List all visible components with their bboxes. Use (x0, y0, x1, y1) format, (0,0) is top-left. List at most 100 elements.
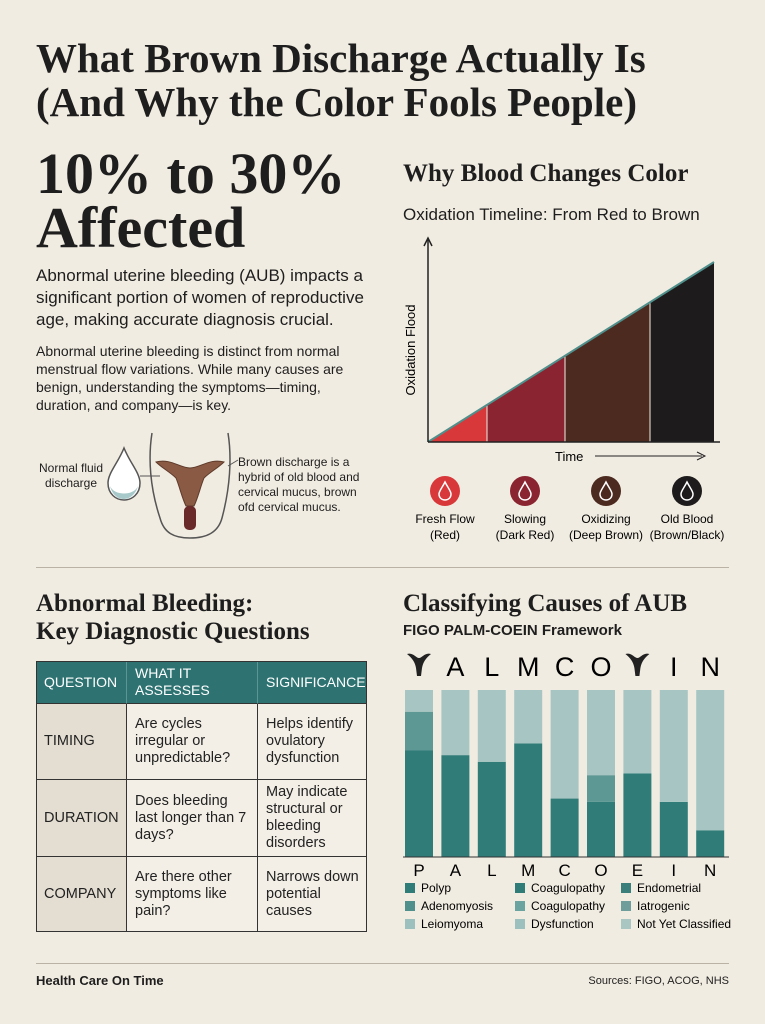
top-letter: C (555, 652, 575, 682)
x-tick-label: N (704, 861, 716, 880)
stage-note: (Deep Brown) (569, 528, 643, 542)
section-title: Key Diagnostic Questions (36, 618, 310, 645)
stage-icon (591, 476, 621, 506)
uterus-icon (625, 653, 650, 676)
legend-label: Leiomyoma (421, 917, 483, 931)
bar-segment (659, 690, 688, 802)
legend-swatch (405, 883, 415, 893)
divider (36, 567, 729, 568)
table-cell: Does bleeding last longer than 7 days? (127, 780, 258, 857)
legend-label: Not Yet Classified (637, 917, 731, 931)
top-letter: L (484, 652, 499, 682)
table-cell: Helps identify ovulatory dysfunction (258, 704, 367, 780)
title-line: (And Why the Color Fools People) (36, 79, 637, 125)
bar-segment (514, 743, 543, 857)
drop-glyph (438, 480, 452, 501)
legend-label: Iatrogenic (637, 899, 690, 913)
legend-swatch (515, 919, 525, 929)
x-arrow-head (696, 451, 707, 461)
footer-sources: Sources: FIGO, ACOG, NHS (588, 975, 729, 987)
stage-area (487, 355, 565, 442)
y-axis-label: Oxidation Flood (403, 304, 418, 395)
top-letter: M (517, 652, 540, 682)
legend-swatch (405, 901, 415, 911)
table-cell: May indicate structural or bleeding diso… (258, 780, 367, 857)
bar-segment (696, 690, 725, 831)
bar-segment (477, 761, 506, 857)
stage-name: Slowing (504, 512, 546, 526)
uterus-shape (155, 460, 225, 507)
bar-segment (696, 830, 725, 857)
legend-label: Endometrial (637, 881, 701, 895)
y-arrow (423, 236, 433, 247)
divider (36, 963, 729, 964)
drop-fill (110, 486, 138, 499)
lead-text: Abnormal uterine bleeding (AUB) impacts … (36, 266, 364, 329)
body-outline (149, 432, 231, 539)
bar-segment (405, 711, 433, 751)
bar-segment (405, 690, 433, 712)
trend-line (427, 261, 715, 443)
x-tick-label: L (487, 861, 496, 880)
bar-segment (514, 690, 543, 744)
stage-note: (Dark Red) (496, 528, 555, 542)
bar-segment (441, 755, 470, 857)
legend-label: Adenomyosis (421, 899, 493, 913)
stage-icon (510, 476, 540, 506)
top-letter: I (670, 652, 678, 682)
bar-segment (550, 798, 579, 857)
stage-name: Old Blood (661, 512, 714, 526)
x-tick-label: C (558, 861, 570, 880)
legend-swatch (405, 919, 415, 929)
footer-brand: Health Care On Time (36, 973, 164, 988)
x-tick-label: M (521, 861, 535, 880)
section-title: Abnormal Bleeding: (36, 590, 254, 617)
legend-swatch (515, 901, 525, 911)
bar-segment (587, 690, 615, 776)
legend-swatch (515, 883, 525, 893)
diagram-label: Normal fluid discharge (38, 461, 104, 490)
bar-segment (550, 690, 579, 799)
top-letter: A (446, 652, 464, 682)
pointer (227, 459, 239, 467)
table-header-cell: SIGNIFICANCE (258, 661, 367, 704)
stage-name: Fresh Flow (415, 512, 475, 526)
title-line: What Brown Discharge Actually Is (36, 35, 646, 81)
drop-glyph (599, 480, 613, 501)
table-cell: COMPANY (36, 857, 127, 932)
legend-label: Polyp (421, 881, 451, 895)
table-cell: Narrows down potential causes (258, 857, 367, 932)
table-cell: Are cycles irregular or unpredictable? (127, 704, 258, 780)
chart-subtitle: FIGO PALM-COEIN Framework (403, 622, 622, 639)
uterus-diagram (107, 432, 239, 539)
x-tick-label: A (450, 861, 462, 880)
top-letter: O (590, 652, 611, 682)
uterus-icon (407, 653, 431, 676)
table-cell: DURATION (36, 780, 127, 857)
stage-icon (430, 476, 460, 506)
bar-segment (587, 801, 615, 857)
stage-icon (672, 476, 702, 506)
bar-segment (623, 690, 652, 774)
bar-segment (623, 773, 652, 857)
section-subtitle: Oxidation Timeline: From Red to Brown (403, 205, 700, 224)
table-cell: TIMING (36, 704, 127, 780)
section-title: Why Blood Changes Color (403, 160, 689, 187)
x-axis-label: Time (555, 449, 583, 464)
legend-swatch (621, 883, 631, 893)
chart-title: Classifying Causes of AUB (403, 590, 688, 617)
diagram-label: Brown discharge is a hybrid of old blood… (238, 455, 360, 514)
stage-note: (Red) (430, 528, 460, 542)
legend-swatch (621, 901, 631, 911)
table-header-cell: WHAT IT ASSESSES (127, 661, 258, 704)
legend-swatch (621, 919, 631, 929)
drop-icon (107, 445, 141, 501)
legend-label: Coagulopathy (531, 899, 605, 913)
bar-segment (441, 690, 470, 756)
stage-name: Oxidizing (581, 512, 630, 526)
drop-glyph (518, 480, 532, 501)
x-tick-label: I (671, 861, 676, 880)
bar-segment (587, 775, 615, 802)
stat-line: 10% to 30% (36, 141, 346, 206)
